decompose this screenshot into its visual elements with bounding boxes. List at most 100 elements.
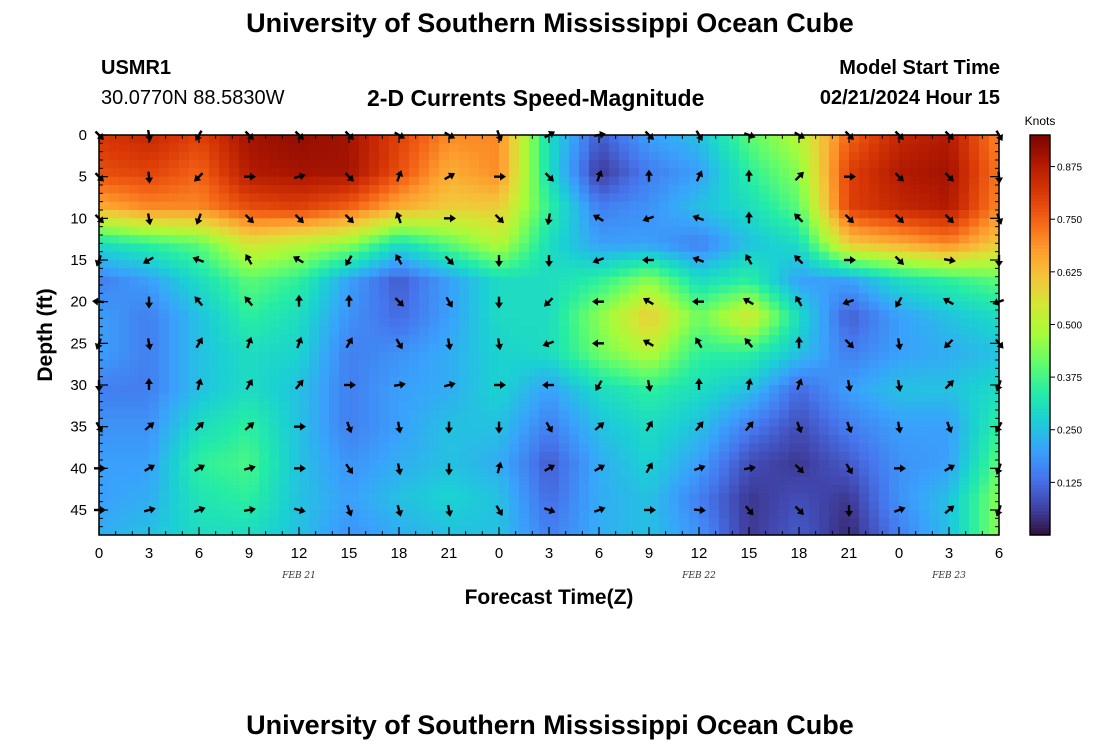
heatmap-cell [809, 218, 820, 228]
heatmap-cell [179, 510, 190, 519]
heatmap-cell [629, 285, 640, 294]
heatmap-cell [159, 351, 170, 361]
heatmap-cell [269, 360, 280, 369]
heatmap-cell [219, 410, 230, 419]
heatmap-cell [629, 185, 640, 194]
heatmap-cell [779, 418, 790, 428]
colorbar-swatch [1030, 295, 1050, 299]
heatmap-cell [939, 526, 950, 536]
current-arrow [245, 378, 253, 390]
heatmap-cell [269, 476, 280, 486]
colorbar-swatch [1030, 505, 1050, 509]
heatmap-cell [539, 435, 550, 444]
heatmap-cell [249, 326, 260, 336]
heatmap-cell [379, 493, 390, 503]
heatmap-cell [119, 251, 130, 261]
heatmap-cell [259, 168, 270, 178]
heatmap-cell [569, 360, 580, 369]
heatmap-cell [699, 160, 710, 169]
heatmap-cell [369, 376, 380, 386]
heatmap-cell [379, 435, 390, 444]
heatmap-cell [859, 426, 870, 436]
heatmap-cell [269, 218, 280, 228]
heatmap-cell [489, 493, 500, 503]
heatmap-cell [269, 235, 280, 244]
heatmap-cell [209, 326, 220, 336]
heatmap-cell [529, 151, 540, 161]
heatmap-cell [799, 318, 810, 328]
heatmap-cell [609, 310, 620, 319]
heatmap-cell [579, 451, 590, 461]
x-tick-label: 9 [245, 545, 253, 562]
current-arrow [995, 213, 1004, 225]
heatmap-cell [939, 393, 950, 403]
heatmap-cell [339, 376, 350, 386]
heatmap-cell [649, 460, 660, 469]
heatmap-cell [509, 268, 520, 278]
heatmap-cell [719, 393, 730, 403]
heatmap-cell [249, 426, 260, 436]
heatmap-cell [369, 393, 380, 403]
heatmap-cell [499, 135, 510, 144]
heatmap-cell [939, 285, 950, 294]
heatmap-cell [839, 476, 850, 486]
heatmap-cell [819, 460, 830, 469]
heatmap-cell [809, 243, 820, 253]
heatmap-cell [229, 193, 240, 203]
heatmap-cell [989, 343, 1000, 353]
heatmap-cell [849, 193, 860, 203]
heatmap-cell [499, 218, 510, 228]
heatmap-cell [209, 193, 220, 203]
heatmap-cell [349, 426, 360, 436]
heatmap-cell [729, 476, 740, 486]
heatmap-cell [669, 493, 680, 503]
heatmap-cell [169, 310, 180, 319]
heatmap-cell [969, 185, 980, 194]
heatmap-cell [809, 251, 820, 261]
heatmap-cell [519, 451, 530, 461]
heatmap-cell [269, 226, 280, 236]
heatmap-cell [99, 135, 110, 144]
colorbar-swatch [1030, 455, 1050, 459]
heatmap-cell [319, 151, 330, 161]
heatmap-cell [559, 460, 570, 469]
heatmap-cell [439, 143, 450, 153]
current-arrow [894, 213, 904, 224]
heatmap-cell [709, 426, 720, 436]
heatmap-cell [349, 218, 360, 228]
heatmap-cell [289, 293, 300, 303]
heatmap-cell [499, 351, 510, 361]
heatmap-cell [669, 285, 680, 294]
heatmap-cell [739, 310, 750, 319]
heatmap-cell [609, 210, 620, 219]
heatmap-cell [119, 276, 130, 286]
heatmap-cell [199, 351, 210, 361]
heatmap-cell [939, 468, 950, 478]
heatmap-cell [269, 326, 280, 336]
heatmap-cell [559, 201, 570, 211]
heatmap-cell [369, 135, 380, 144]
heatmap-cell [699, 276, 710, 286]
heatmap-cell [349, 268, 360, 278]
heatmap-cell [569, 468, 580, 478]
heatmap-cell [599, 160, 610, 169]
heatmap-cell [719, 235, 730, 244]
heatmap-cell [359, 218, 370, 228]
heatmap-cell [709, 235, 720, 244]
heatmap-cell [969, 451, 980, 461]
heatmap-cell [989, 176, 1000, 186]
heatmap-cell [979, 351, 990, 361]
heatmap-cell [429, 343, 440, 353]
colorbar-swatch [1030, 151, 1050, 156]
heatmap-cell [179, 301, 190, 311]
heatmap-cell [229, 385, 240, 394]
heatmap-cell [399, 385, 410, 394]
heatmap-cell [499, 526, 510, 536]
heatmap-cell [309, 426, 320, 436]
heatmap-cell [659, 401, 670, 411]
heatmap-cell [359, 260, 370, 269]
heatmap-cell [729, 410, 740, 419]
colorbar-swatch [1030, 238, 1050, 243]
heatmap-cell [989, 451, 1000, 461]
heatmap-cell [479, 385, 490, 394]
